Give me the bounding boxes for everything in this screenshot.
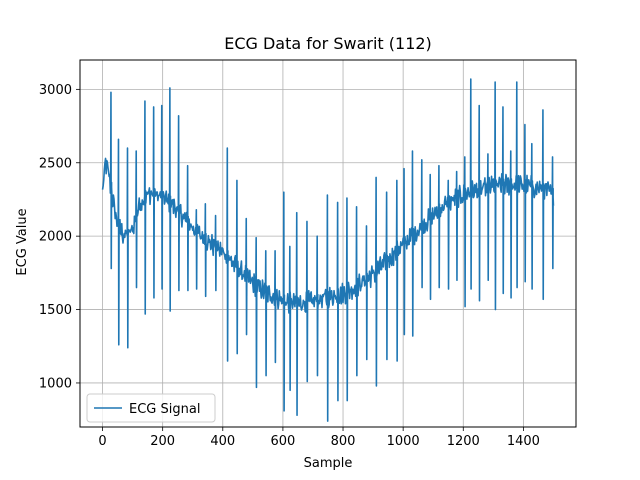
y-tick-label: 3000 <box>39 83 72 98</box>
y-axis-label: ECG Value <box>15 208 30 275</box>
x-tick-label: 400 <box>210 434 235 449</box>
x-tick-label: 800 <box>331 434 356 449</box>
y-tick-label: 1500 <box>39 303 72 318</box>
x-tick-label: 600 <box>270 434 295 449</box>
plot-area <box>101 78 555 422</box>
x-axis-label: Sample <box>304 456 353 471</box>
x-axis-ticks: 0 200 400 600 800 1000 1200 1400 <box>98 427 540 449</box>
y-tick-label: 2500 <box>39 156 72 171</box>
x-tick-label: 200 <box>150 434 175 449</box>
legend-label-ecg-signal: ECG Signal <box>129 402 200 417</box>
series-line-ecg-signal <box>101 78 555 422</box>
y-tick-label: 2000 <box>39 230 72 245</box>
legend-box <box>86 393 216 423</box>
y-axis-ticks: 1000 1500 2000 2500 3000 <box>39 83 80 391</box>
x-tick-label: 1400 <box>507 434 540 449</box>
legend: ECG Signal <box>86 393 216 423</box>
chart-title: ECG Data for Swarit (112) <box>224 34 432 53</box>
x-tick-label: 0 <box>98 434 106 449</box>
axes-frame <box>79 59 577 428</box>
y-tick-label: 1000 <box>39 376 72 391</box>
x-tick-label: 1000 <box>387 434 420 449</box>
x-tick-label: 1200 <box>447 434 480 449</box>
